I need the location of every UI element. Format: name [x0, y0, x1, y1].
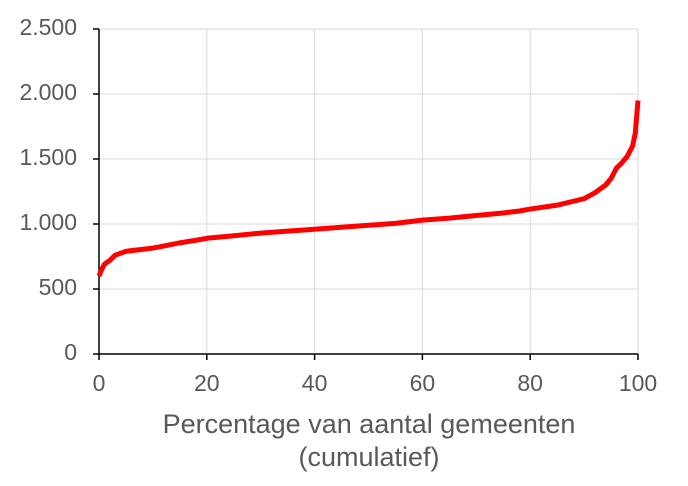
y-tick-label: 2.500 [19, 14, 77, 40]
y-tick-label: 500 [39, 274, 77, 300]
y-tick-label: 2.000 [19, 79, 77, 105]
x-tick-label: 80 [517, 370, 543, 396]
x-tick-label: 0 [93, 370, 106, 396]
x-tick-label: 100 [619, 370, 657, 396]
y-tick-label: 1.000 [19, 209, 77, 235]
x-tick-label: 60 [410, 370, 436, 396]
x-axis-label: Percentage van aantal gemeenten (cumulat… [162, 409, 576, 472]
y-tick-label: 0 [64, 339, 77, 365]
y-tick-label: 1.500 [19, 144, 77, 170]
x-tick-label: 40 [302, 370, 328, 396]
x-tick-label: 20 [194, 370, 220, 396]
data-line [96, 100, 641, 277]
